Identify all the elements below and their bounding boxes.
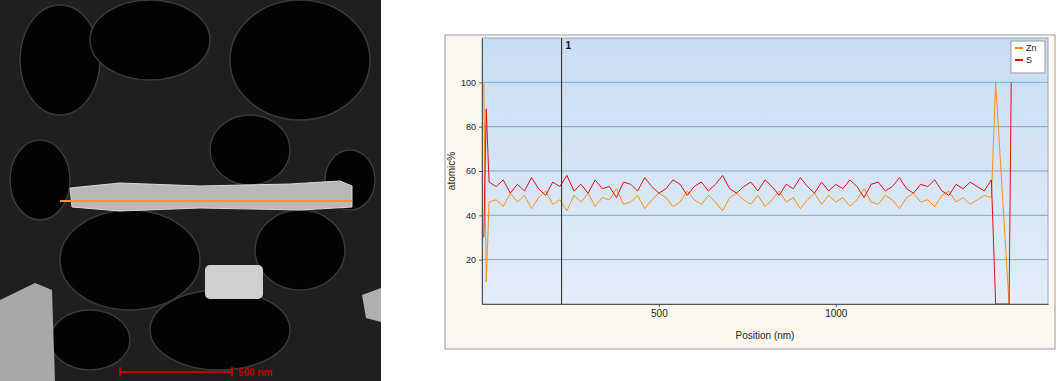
x-tick: 1000 bbox=[825, 304, 848, 319]
y-tick-mark bbox=[479, 127, 482, 128]
x-axis-line bbox=[483, 304, 1049, 305]
legend-label: S bbox=[1026, 55, 1032, 65]
legend-label: Zn bbox=[1026, 43, 1037, 53]
y-tick-mark bbox=[479, 260, 482, 261]
scale-bar: 500 nm bbox=[120, 367, 273, 378]
grid-line bbox=[482, 171, 1048, 172]
y-tick: 80 bbox=[466, 122, 482, 132]
series-line bbox=[484, 82, 1011, 304]
y-tick: 20 bbox=[466, 255, 482, 265]
y-tick-mark bbox=[479, 82, 482, 83]
x-tick: 500 bbox=[651, 304, 668, 319]
grid-line bbox=[482, 82, 1048, 83]
series-line bbox=[484, 82, 1009, 304]
y-tick-mark bbox=[479, 215, 482, 216]
data-lines bbox=[484, 38, 1011, 304]
particle bbox=[362, 288, 381, 322]
scale-bar-end bbox=[119, 367, 121, 377]
legend-swatch bbox=[1015, 47, 1023, 49]
particle bbox=[205, 265, 263, 299]
legend: Zn S bbox=[1011, 41, 1045, 73]
x-tick-label: 500 bbox=[651, 308, 668, 319]
chart-panel bbox=[445, 35, 1055, 349]
y-tick-label: 80 bbox=[466, 122, 476, 132]
y-tick-mark bbox=[479, 171, 482, 172]
micrograph-background bbox=[0, 0, 381, 381]
y-axis: 20 40 60 80 100 bbox=[461, 39, 483, 305]
film-hole bbox=[255, 210, 345, 290]
grid bbox=[482, 82, 1048, 259]
x-tick-mark bbox=[836, 304, 837, 307]
x-axis: 500 1000 bbox=[483, 304, 1049, 319]
x-tick-label: 1000 bbox=[825, 308, 848, 319]
film-hole bbox=[210, 115, 290, 185]
y-tick-label: 100 bbox=[461, 78, 476, 88]
y-axis-title: atomic% bbox=[446, 152, 457, 190]
film-hole bbox=[10, 140, 70, 220]
y-tick: 40 bbox=[466, 211, 482, 221]
film-hole bbox=[150, 290, 290, 370]
grid-line bbox=[482, 259, 1048, 260]
y-tick-label: 60 bbox=[466, 166, 476, 176]
legend-swatch bbox=[1015, 59, 1023, 61]
particle bbox=[0, 283, 55, 381]
nanowire bbox=[70, 181, 352, 211]
y-tick-label: 20 bbox=[466, 255, 476, 265]
scale-bar-line bbox=[120, 371, 232, 373]
plot-area bbox=[482, 38, 1048, 304]
marker-label: 1 bbox=[566, 40, 572, 51]
plot-frame bbox=[482, 38, 1048, 304]
film-hole bbox=[50, 310, 130, 370]
micrograph: 500 nm bbox=[0, 0, 381, 381]
marker-line bbox=[561, 38, 562, 304]
legend-box bbox=[1011, 41, 1045, 73]
film-hole bbox=[60, 210, 200, 310]
y-tick-label: 40 bbox=[466, 211, 476, 221]
figure: 500 nm 20 40 60 80 100 500 1000 Position (nm) ato… bbox=[0, 0, 1057, 381]
scale-bar-end bbox=[231, 367, 233, 377]
film-hole bbox=[20, 5, 100, 115]
grid-line bbox=[482, 126, 1048, 127]
y-axis-line bbox=[482, 39, 483, 305]
y-tick: 60 bbox=[466, 166, 482, 176]
grid-line bbox=[482, 215, 1048, 216]
x-tick-mark bbox=[659, 304, 660, 307]
scan-line bbox=[60, 200, 352, 202]
y-tick: 100 bbox=[461, 78, 482, 88]
scale-bar-label: 500 nm bbox=[238, 367, 273, 378]
film-hole bbox=[90, 0, 210, 80]
x-axis-title: Position (nm) bbox=[736, 330, 795, 341]
film-hole bbox=[230, 0, 370, 120]
